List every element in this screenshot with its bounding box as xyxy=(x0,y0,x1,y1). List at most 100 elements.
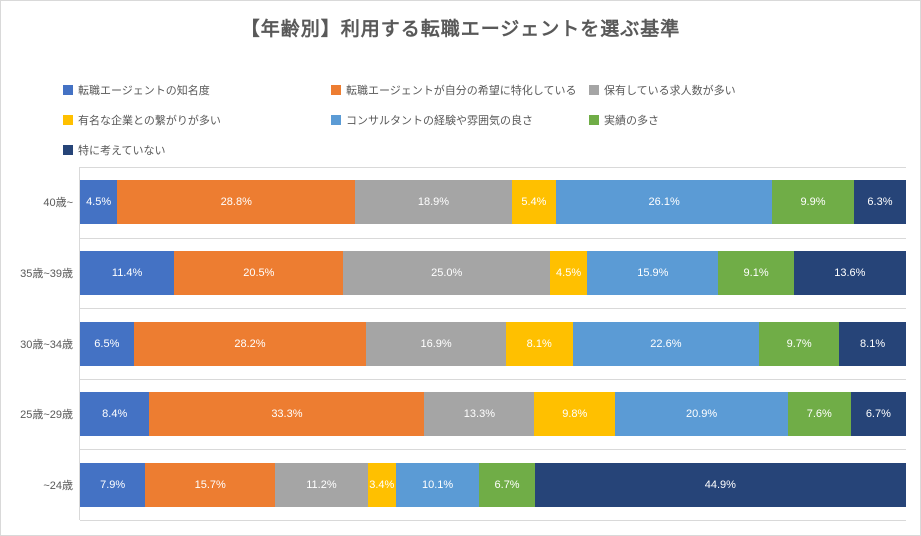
value-label: 22.6% xyxy=(650,338,682,350)
legend-swatch-icon xyxy=(63,85,73,95)
value-label: 18.9% xyxy=(417,196,450,208)
category-label: ~24歳 xyxy=(43,480,73,492)
bar-segment: 20.5% xyxy=(174,251,344,295)
legend-label: 転職エージェントの知名度 xyxy=(78,85,210,97)
gridline xyxy=(80,167,906,168)
value-label: 3.4% xyxy=(369,479,395,491)
value-label: 25.0% xyxy=(431,267,463,279)
legend-swatch-icon xyxy=(331,115,341,125)
category-label: 25歳~29歳 xyxy=(20,409,73,421)
bar-segment: 9.8% xyxy=(534,392,616,436)
chart-title: 【年齢別】利用する転職エージェントを選ぶ基準 xyxy=(240,19,681,40)
bar-segment: 9.1% xyxy=(718,251,794,295)
bar-segment: 7.9% xyxy=(80,463,146,507)
value-label: 11.2% xyxy=(306,479,337,491)
value-label: 28.8% xyxy=(220,196,252,208)
legend-swatch-icon xyxy=(589,85,599,95)
bar-row: 7.9% 15.7% 11.2% 3.4% 10.1% 6.7% 44.9% xyxy=(80,463,906,507)
legend-label: 特に考えていない xyxy=(78,145,166,157)
bar-segment: 16.9% xyxy=(366,322,506,366)
bar-row: 11.4% 20.5% 25.0% 4.5% 15.9% 9.1% 13.6% xyxy=(80,251,906,295)
legend-item: 保有している求人数が多い xyxy=(589,83,736,97)
value-label: 33.3% xyxy=(271,408,303,420)
value-label: 13.3% xyxy=(463,408,495,420)
bar-row: 4.5% 28.8% 18.9% 5.4% 26.1% 9.9% 6.3% xyxy=(80,180,906,224)
legend-item: 特に考えていない xyxy=(63,143,165,157)
bar-segment: 13.3% xyxy=(424,392,535,436)
bar-segment: 8.4% xyxy=(80,392,150,436)
value-label: 6.7% xyxy=(865,408,891,420)
bar-segment: 44.9% xyxy=(534,463,906,507)
bar-segment: 28.2% xyxy=(133,322,367,366)
value-label: 8.1% xyxy=(526,338,552,350)
bar-segment: 8.1% xyxy=(839,322,907,366)
value-label: 11.4% xyxy=(111,267,143,279)
bar-row: 8.4% 33.3% 13.3% 9.8% 20.9% 7.6% 6.7% xyxy=(80,392,907,436)
bar-segment: 15.9% xyxy=(587,251,719,295)
value-label: 26.1% xyxy=(648,196,680,208)
value-label: 4.5% xyxy=(556,267,582,279)
gridline xyxy=(80,308,906,309)
value-label: 7.9% xyxy=(100,479,126,491)
value-label: 9.8% xyxy=(562,408,588,420)
value-label: 10.1% xyxy=(422,479,454,491)
value-label: 8.1% xyxy=(860,338,886,350)
bar-segment: 20.9% xyxy=(615,392,788,436)
legend-item: 転職エージェントの知名度 xyxy=(63,83,210,97)
legend-label: 有名な企業との繋がりが多い xyxy=(78,115,221,127)
value-label: 9.1% xyxy=(743,267,769,279)
bar-segment: 9.7% xyxy=(759,322,840,366)
bar-segment: 4.5% xyxy=(549,251,588,295)
value-label: 9.9% xyxy=(800,196,826,208)
value-label: 8.4% xyxy=(102,408,128,420)
bar-segment: 6.5% xyxy=(80,322,134,366)
legend-item: 実績の多さ xyxy=(589,113,659,127)
value-label: 20.5% xyxy=(243,267,275,279)
value-label: 44.9% xyxy=(704,479,736,491)
category-axis-line xyxy=(79,167,80,520)
bar-segment: 4.5% xyxy=(80,180,118,224)
bar-segment: 3.4% xyxy=(367,463,396,507)
legend-swatch-icon xyxy=(589,115,599,125)
gridline xyxy=(80,449,906,450)
value-label: 16.9% xyxy=(420,338,452,350)
value-label: 6.3% xyxy=(867,196,893,208)
legend-label: 実績の多さ xyxy=(604,115,659,127)
value-label: 4.5% xyxy=(86,196,112,208)
value-label: 15.7% xyxy=(194,479,226,491)
bar-segment: 11.2% xyxy=(275,463,368,507)
bar-segment: 10.1% xyxy=(395,463,480,507)
legend-swatch-icon xyxy=(331,85,341,95)
value-label: 9.7% xyxy=(786,338,812,350)
bar-segment: 6.7% xyxy=(850,392,907,436)
value-label: 28.2% xyxy=(234,338,266,350)
bar-segment: 28.8% xyxy=(117,180,356,224)
value-label: 6.7% xyxy=(494,479,520,491)
value-label: 5.4% xyxy=(521,196,547,208)
bar-segment: 25.0% xyxy=(343,251,550,295)
value-label: 13.6% xyxy=(834,267,866,279)
legend-swatch-icon xyxy=(63,145,73,155)
bar-segment: 22.6% xyxy=(572,322,760,366)
bar-segment: 18.9% xyxy=(355,180,512,224)
bar-segment: 26.1% xyxy=(556,180,773,224)
legend-label: 保有している求人数が多い xyxy=(604,85,736,97)
category-label: 35歳~39歳 xyxy=(20,268,73,280)
bar-row: 6.5% 28.2% 16.9% 8.1% 22.6% 9.7% 8.1% xyxy=(80,322,907,366)
gridline xyxy=(80,379,906,380)
gridline xyxy=(80,520,906,521)
bar-segment: 11.4% xyxy=(80,251,175,295)
legend-swatch-icon xyxy=(63,115,73,125)
category-label: 40歳~ xyxy=(43,197,73,209)
legend-item: 有名な企業との繋がりが多い xyxy=(63,113,221,127)
bar-segment: 9.9% xyxy=(772,180,854,224)
value-label: 6.5% xyxy=(94,338,120,350)
bar-segment: 5.4% xyxy=(511,180,557,224)
value-label: 7.6% xyxy=(806,408,832,420)
bar-segment: 15.7% xyxy=(145,463,276,507)
bar-segment: 33.3% xyxy=(149,392,425,436)
bar-segment: 13.6% xyxy=(793,251,906,295)
bar-segment: 7.6% xyxy=(787,392,851,436)
bar-segment: 6.7% xyxy=(479,463,535,507)
legend-item: コンサルタントの経験や雰囲気の良さ xyxy=(331,113,533,127)
